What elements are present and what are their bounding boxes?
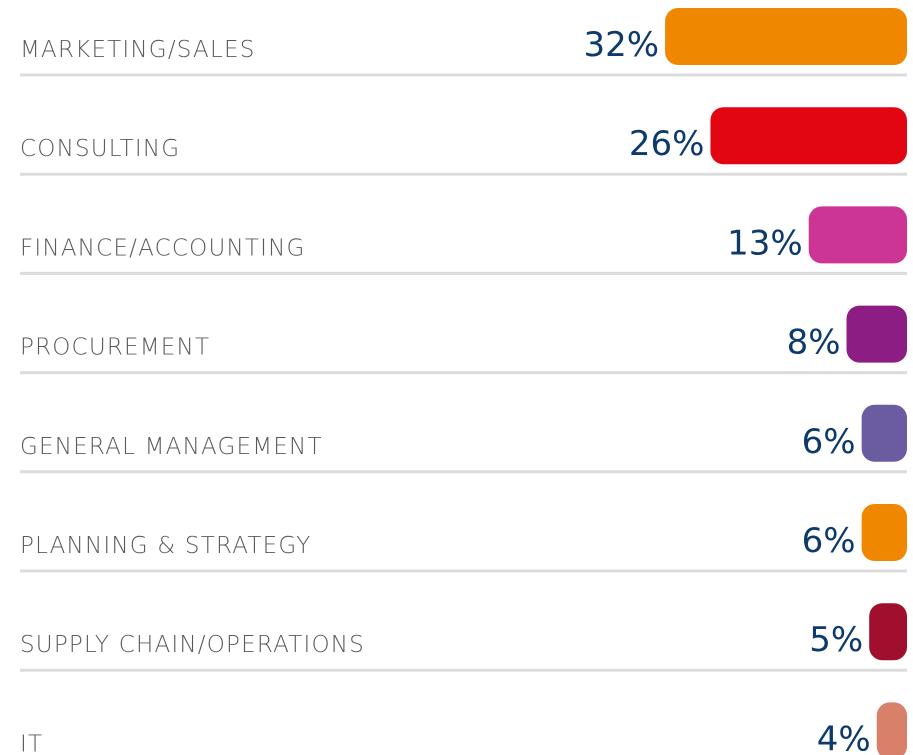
- category-label: PROCUREMENT: [20, 335, 210, 361]
- category-label: SUPPLY CHAIN/OPERATIONS: [20, 632, 365, 658]
- bar: [710, 107, 907, 165]
- value-label: 4%: [817, 719, 871, 755]
- value-label: 5%: [809, 620, 863, 660]
- category-label: CONSULTING: [20, 136, 180, 162]
- value-label: 32%: [584, 25, 660, 65]
- value-label: 26%: [629, 124, 705, 164]
- value-label: 6%: [802, 422, 856, 462]
- bar: [861, 404, 907, 462]
- bar: [846, 305, 907, 363]
- category-label: IT: [20, 731, 43, 755]
- category-label: GENERAL MANAGEMENT: [20, 434, 323, 460]
- bar: [861, 504, 907, 561]
- category-label: PLANNING & STRATEGY: [20, 533, 311, 559]
- bar: [869, 603, 907, 661]
- category-label: FINANCE/ACCOUNTING: [20, 235, 306, 261]
- bar: [876, 702, 907, 755]
- bar: [665, 8, 907, 65]
- value-label: 6%: [802, 521, 856, 561]
- category-label: MARKETING/SALES: [20, 37, 256, 63]
- value-label: 13%: [727, 223, 803, 263]
- value-label: 8%: [787, 323, 841, 363]
- bar: [808, 206, 907, 264]
